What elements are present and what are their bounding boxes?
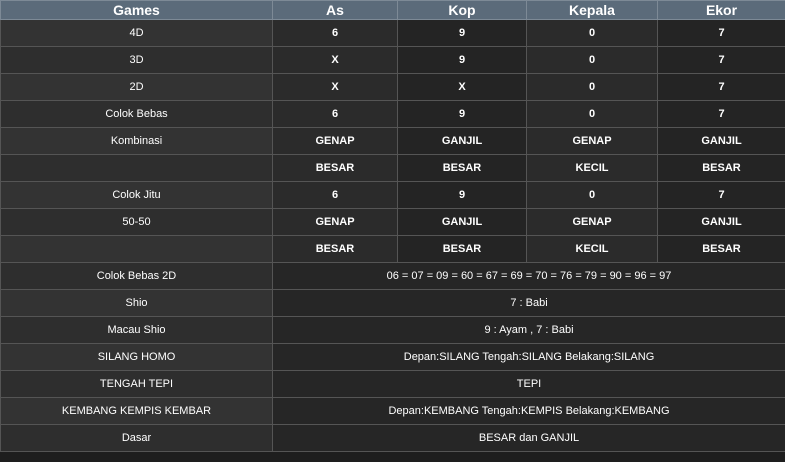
row-label: Dasar [0,424,273,452]
row-label: Shio [0,289,273,317]
cell-ekor: GANJIL [657,127,785,155]
row-label: TENGAH TEPI [0,370,273,398]
row-value: BESAR dan GANJIL [272,424,785,452]
cell-as: 6 [272,181,398,209]
header-kepala: Kepala [526,0,658,20]
cell-kepala: KECIL [526,235,658,263]
cell-kop: X [397,73,527,101]
row-label: Kombinasi [0,127,273,155]
cell-ekor: BESAR [657,154,785,182]
table-row-tengah-tepi: TENGAH TEPI TEPI [0,370,785,398]
header-as: As [272,0,398,20]
cell-kop: 9 [397,46,527,74]
row-label: Colok Jitu [0,181,273,209]
row-label: Colok Bebas [0,100,273,128]
table-row-dasar: Dasar BESAR dan GANJIL [0,424,785,452]
table-row-kombinasi-size: BESAR BESAR KECIL BESAR [0,154,785,182]
row-label: SILANG HOMO [0,343,273,371]
cell-kepala: GENAP [526,127,658,155]
cell-as: GENAP [272,208,398,236]
row-value: 9 : Ayam , 7 : Babi [272,316,785,344]
row-label: Macau Shio [0,316,273,344]
cell-kop: BESAR [397,154,527,182]
cell-kop: GANJIL [397,127,527,155]
header-row: Games As Kop Kepala Ekor [0,0,785,20]
cell-kepala: 0 [526,181,658,209]
cell-ekor: 7 [657,46,785,74]
cell-ekor: 7 [657,100,785,128]
cell-kop: 9 [397,19,527,47]
cell-as: 6 [272,19,398,47]
cell-ekor: 7 [657,181,785,209]
table-row-50-50: 50-50 GENAP GANJIL GENAP GANJIL [0,208,785,236]
cell-ekor: BESAR [657,235,785,263]
table-row-silang-homo: SILANG HOMO Depan:SILANG Tengah:SILANG B… [0,343,785,371]
table-row-colok-jitu: Colok Jitu 6 9 0 7 [0,181,785,209]
row-label: Colok Bebas 2D [0,262,273,290]
cell-ekor: 7 [657,19,785,47]
row-label [0,235,273,263]
table-row-4d: 4D 6 9 0 7 [0,19,785,47]
row-label: 3D [0,46,273,74]
row-value: Depan:KEMBANG Tengah:KEMPIS Belakang:KEM… [272,397,785,425]
cell-ekor: GANJIL [657,208,785,236]
row-label: 50-50 [0,208,273,236]
row-label: KEMBANG KEMPIS KEMBAR [0,397,273,425]
cell-kop: GANJIL [397,208,527,236]
results-table: Games As Kop Kepala Ekor 4D 6 9 0 7 3D X… [0,0,785,452]
row-label: 2D [0,73,273,101]
cell-as: BESAR [272,235,398,263]
cell-kepala: 0 [526,100,658,128]
cell-kepala: KECIL [526,154,658,182]
cell-as: BESAR [272,154,398,182]
cell-as: GENAP [272,127,398,155]
row-value: 7 : Babi [272,289,785,317]
cell-kop: BESAR [397,235,527,263]
cell-kepala: 0 [526,19,658,47]
table-row-3d: 3D X 9 0 7 [0,46,785,74]
table-row-shio: Shio 7 : Babi [0,289,785,317]
table-row-kembang-kempis-kembar: KEMBANG KEMPIS KEMBAR Depan:KEMBANG Teng… [0,397,785,425]
row-label [0,154,273,182]
table-row-kombinasi: Kombinasi GENAP GANJIL GENAP GANJIL [0,127,785,155]
cell-ekor: 7 [657,73,785,101]
cell-as: 6 [272,100,398,128]
row-value: TEPI [272,370,785,398]
table-row-colok-bebas: Colok Bebas 6 9 0 7 [0,100,785,128]
cell-kepala: 0 [526,73,658,101]
row-label: 4D [0,19,273,47]
cell-kop: 9 [397,100,527,128]
header-kop: Kop [397,0,527,20]
table-row-macau-shio: Macau Shio 9 : Ayam , 7 : Babi [0,316,785,344]
header-games: Games [0,0,273,20]
row-value: Depan:SILANG Tengah:SILANG Belakang:SILA… [272,343,785,371]
cell-kepala: GENAP [526,208,658,236]
cell-as: X [272,73,398,101]
header-ekor: Ekor [657,0,785,20]
cell-kop: 9 [397,181,527,209]
cell-kepala: 0 [526,46,658,74]
table-row-2d: 2D X X 0 7 [0,73,785,101]
cell-as: X [272,46,398,74]
table-row-colok-bebas-2d: Colok Bebas 2D 06 = 07 = 09 = 60 = 67 = … [0,262,785,290]
table-row-50-50-size: BESAR BESAR KECIL BESAR [0,235,785,263]
row-value: 06 = 07 = 09 = 60 = 67 = 69 = 70 = 76 = … [272,262,785,290]
